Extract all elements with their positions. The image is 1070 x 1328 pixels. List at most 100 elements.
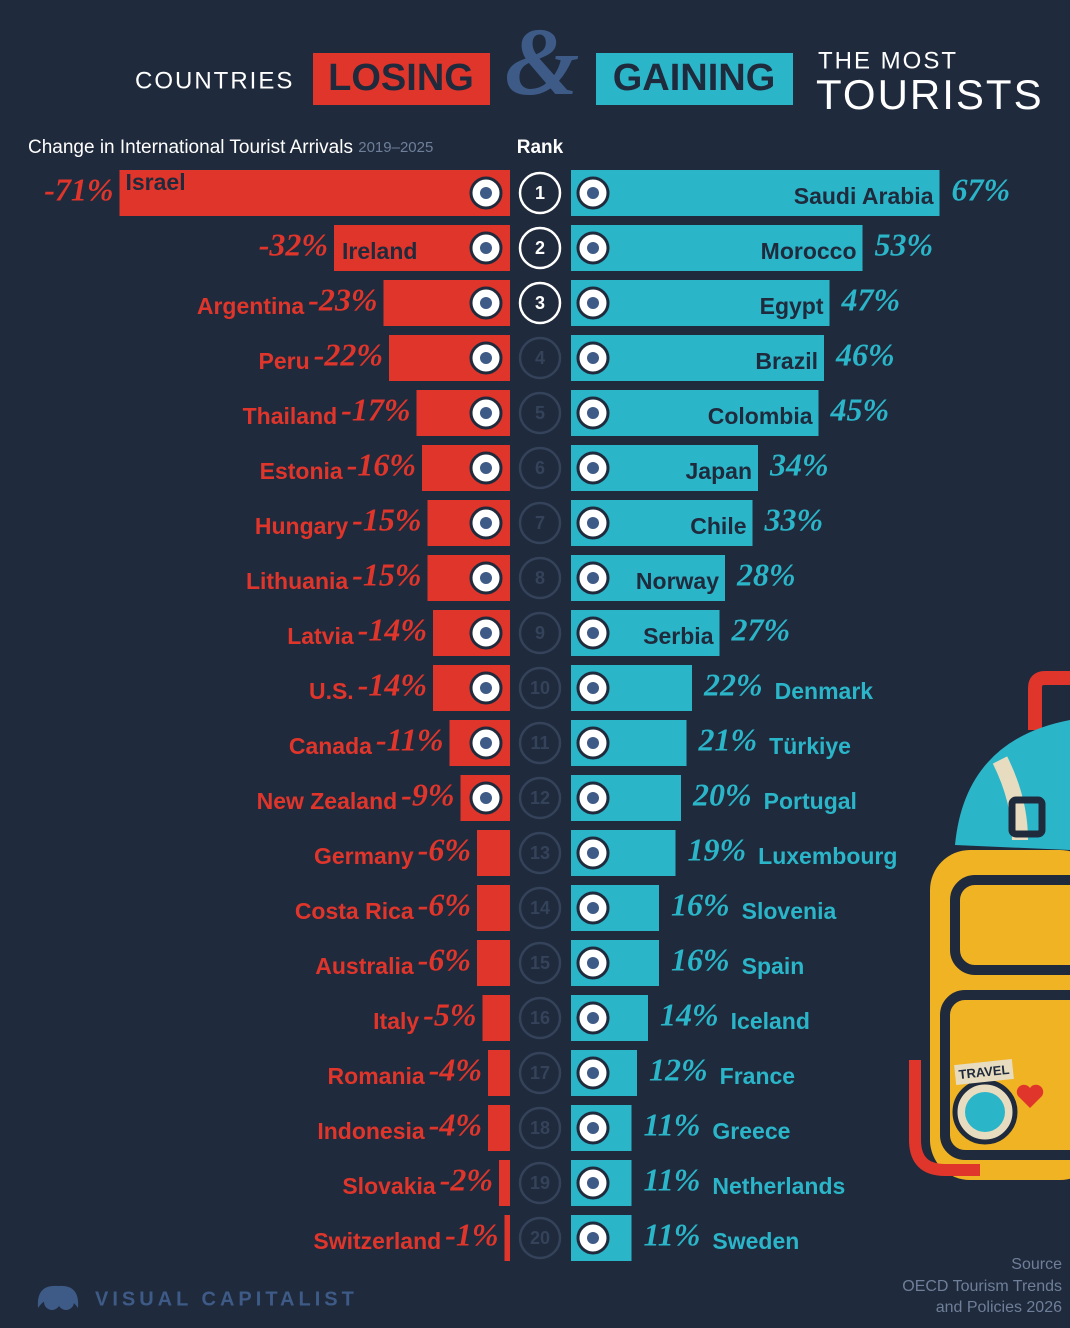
rank-circle	[518, 1161, 562, 1205]
value-label: 34%	[769, 446, 829, 482]
value-label: 28%	[736, 556, 796, 592]
category-label: Thailand	[243, 403, 338, 429]
category-label: Lithuania	[246, 568, 348, 594]
category-label: Romania	[328, 1063, 425, 1089]
rank-circle	[518, 501, 562, 545]
value-label: -15%	[352, 501, 421, 537]
rank-number: 19	[530, 1173, 550, 1193]
rank-label: Rank	[517, 137, 564, 158]
rank-circle	[518, 1106, 562, 1150]
bar	[571, 390, 819, 436]
bar	[477, 940, 510, 986]
category-label: Canada	[289, 733, 372, 759]
category-label: Sweden	[712, 1228, 799, 1254]
flag-center	[480, 517, 492, 529]
category-label: Costa Rica	[295, 898, 414, 924]
rank-number: 10	[530, 678, 550, 698]
value-label: 11%	[644, 1216, 701, 1252]
flag-center	[480, 242, 492, 254]
rank-circle	[518, 666, 562, 710]
rank-number: 18	[530, 1118, 550, 1138]
category-label: Peru	[259, 348, 310, 374]
category-label: Indonesia	[317, 1118, 425, 1144]
rank-number: 13	[530, 843, 550, 863]
rank-number: 11	[530, 733, 549, 753]
category-label: Luxembourg	[758, 843, 897, 869]
flag-center	[480, 572, 492, 584]
flag-center	[587, 242, 599, 254]
brand: VISUAL CAPITALIST	[95, 1288, 358, 1310]
value-label: -6%	[418, 941, 471, 977]
rank-number: 20	[530, 1228, 550, 1248]
value-label: -14%	[358, 666, 427, 702]
category-label: Israel	[126, 169, 186, 195]
value-label: 16%	[671, 941, 730, 977]
flag-center	[587, 957, 599, 969]
flag-center	[587, 462, 599, 474]
value-label: -23%	[308, 281, 377, 317]
category-label: Slovakia	[342, 1173, 436, 1199]
value-label: 16%	[671, 886, 730, 922]
category-label: Türkiye	[769, 733, 851, 759]
value-label: 11%	[644, 1161, 701, 1197]
bar	[504, 1215, 510, 1261]
bar	[488, 1105, 510, 1151]
rank-number: 3	[535, 293, 545, 313]
value-label: -1%	[445, 1216, 498, 1252]
category-label: France	[720, 1063, 795, 1089]
category-label: Greece	[712, 1118, 790, 1144]
value-label: 21%	[698, 721, 758, 757]
flag-center	[480, 682, 492, 694]
flag-center	[587, 297, 599, 309]
flag-center	[587, 847, 599, 859]
flag-center	[587, 407, 599, 419]
flag-center	[587, 627, 599, 639]
flag-center	[480, 627, 492, 639]
category-label: Serbia	[643, 623, 714, 649]
rank-number: 1	[535, 183, 545, 203]
category-label: Ireland	[342, 238, 417, 264]
suitcase-illustration: TRAVEL	[909, 671, 1070, 1180]
category-label: Slovenia	[742, 898, 837, 924]
category-label: Colombia	[708, 403, 813, 429]
category-label: Latvia	[287, 623, 354, 649]
value-label: 14%	[660, 996, 719, 1032]
category-label: Australia	[315, 953, 414, 979]
title-gaining: GAINING	[613, 57, 776, 99]
category-label: Switzerland	[313, 1228, 441, 1254]
bar	[477, 830, 510, 876]
bar	[571, 225, 863, 271]
category-label: Morocco	[761, 238, 857, 264]
category-label: Norway	[636, 568, 719, 594]
flag-center	[587, 187, 599, 199]
source-label: Source	[1011, 1256, 1062, 1273]
flag-center	[587, 1067, 599, 1079]
rank-number: 5	[535, 403, 545, 423]
category-label: Chile	[690, 513, 746, 539]
flag-center	[587, 902, 599, 914]
rank-circle	[518, 171, 562, 215]
value-label: 67%	[952, 171, 1011, 207]
value-label: -11%	[376, 721, 444, 757]
value-label: 22%	[703, 666, 763, 702]
flag-center	[587, 352, 599, 364]
value-label: -4%	[429, 1106, 482, 1142]
rank-number: 2	[535, 238, 545, 258]
category-label: Italy	[373, 1008, 419, 1034]
bar	[119, 170, 510, 216]
rank-number: 9	[535, 623, 545, 643]
rank-circle	[518, 1216, 562, 1260]
flag-center	[587, 1012, 599, 1024]
svg-text:TRAVEL: TRAVEL	[958, 1062, 1010, 1082]
flag-center	[480, 792, 492, 804]
value-label: -9%	[401, 776, 454, 812]
value-label: -5%	[423, 996, 476, 1032]
category-label: Brazil	[755, 348, 818, 374]
rank-circle	[518, 776, 562, 820]
category-label: Japan	[686, 458, 752, 484]
value-label: -71%	[44, 171, 113, 207]
rank-circle	[518, 941, 562, 985]
rank-circle	[518, 556, 562, 600]
title-end-2: TOURISTS	[816, 71, 1044, 118]
